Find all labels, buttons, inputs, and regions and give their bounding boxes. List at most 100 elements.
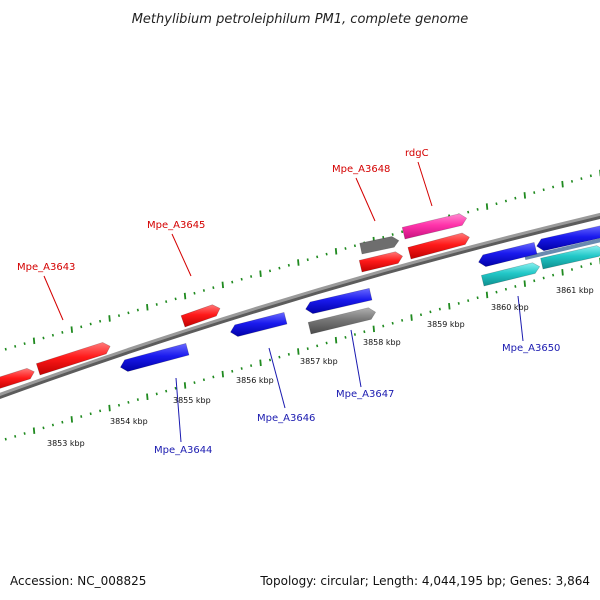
lower-tick [99, 409, 102, 413]
gene-mpe-a3648 [359, 236, 400, 255]
lower-tick [4, 437, 7, 441]
lower-tick [202, 378, 206, 382]
lower-tick [589, 262, 592, 266]
upper-tick [108, 315, 111, 322]
gene-label-mpe-a3647[interactable]: Mpe_A3647 [336, 389, 394, 400]
upper-tick [231, 280, 234, 284]
lower-tick [457, 302, 460, 305]
lower-tick [231, 369, 234, 373]
upper-tick [117, 314, 121, 318]
kbp-label-3858: 3858 kbp [363, 338, 401, 347]
gene-mpe-a3647b [307, 307, 376, 335]
upper-tick [250, 275, 253, 278]
backbone [0, 212, 600, 400]
upper-tick [99, 319, 102, 323]
lower-tick [278, 355, 281, 359]
leader-mpe-a3647 [350, 329, 362, 388]
upper-tick [476, 207, 479, 211]
leader-mpe-a3645 [171, 233, 192, 277]
gene-rdgc [401, 213, 468, 240]
lower-tick [146, 393, 149, 401]
leader-mpe-a3643 [43, 275, 64, 321]
upper-tick [202, 289, 206, 292]
gene-label-mpe-a3650[interactable]: Mpe_A3650 [502, 343, 560, 354]
kbp-label-3856: 3856 kbp [236, 376, 274, 385]
upper-tick [61, 331, 64, 334]
lower-tick [155, 392, 158, 396]
upper-tick [183, 292, 187, 300]
upper-tick [542, 188, 545, 192]
upper-tick [14, 345, 17, 348]
backbone-blue-segment [524, 238, 600, 260]
gene-label-mpe-a3644[interactable]: Mpe_A3644 [154, 445, 212, 456]
lower-tick [221, 370, 224, 378]
lower-tick [268, 358, 272, 362]
upper-tick [136, 308, 139, 312]
upper-tick [240, 277, 243, 281]
lower-tick [136, 398, 139, 401]
leader-mpe-a3650 [517, 295, 524, 342]
kbp-label-3859: 3859 kbp [427, 320, 465, 329]
gene-label-mpe-a3645[interactable]: Mpe_A3645 [147, 220, 205, 231]
gene-label-rdgc[interactable]: rdgC [405, 148, 429, 159]
upper-tick [533, 191, 536, 194]
upper-tick [523, 192, 526, 199]
leader-rdgc [417, 161, 433, 207]
backbone-line [0, 212, 600, 396]
upper-tick [42, 336, 45, 340]
kbp-label-3855: 3855 kbp [173, 396, 211, 405]
lower-tick [504, 287, 508, 291]
lower-tick [23, 432, 26, 435]
lower-tick [174, 386, 177, 390]
upper-tick [297, 259, 300, 266]
lower-tick [429, 310, 432, 314]
lower-tick [467, 299, 470, 302]
upper-tick [552, 185, 555, 189]
kbp-label-3853: 3853 kbp [47, 439, 85, 448]
upper-tick [580, 177, 583, 180]
upper-tick [80, 325, 83, 329]
lower-tick [108, 404, 111, 412]
gene-mpe-a3645 [180, 304, 221, 328]
leader-mpe-a3646 [268, 347, 286, 409]
lower-tick [485, 291, 489, 299]
kbp-label-3854: 3854 kbp [110, 417, 148, 426]
upper-tick [146, 303, 149, 311]
gene-mpe-a3643 [35, 342, 111, 376]
lower-tick [117, 403, 121, 407]
gene-label-mpe-a3648[interactable]: Mpe_A3648 [332, 164, 390, 175]
upper-tick [165, 300, 168, 304]
upper-tick [391, 233, 394, 236]
lower-tick [476, 296, 479, 300]
lower-tick [51, 423, 55, 427]
gene-mpe-a3647 [305, 287, 373, 314]
upper-tick [401, 230, 404, 234]
lower-tick [561, 269, 564, 276]
kbp-label-3857: 3857 kbp [300, 357, 338, 366]
upper-tick [485, 203, 489, 210]
leader-mpe-a3648 [355, 177, 376, 222]
upper-tick [32, 337, 36, 345]
upper-tick [221, 281, 224, 289]
lower-tick [344, 335, 347, 339]
upper-tick [174, 297, 177, 301]
gene-mpe-a3649 [358, 251, 404, 273]
gene-label-mpe-a3646[interactable]: Mpe_A3646 [257, 413, 315, 424]
upper-tick [212, 286, 215, 290]
upper-tick [334, 248, 338, 255]
upper-tick [504, 199, 508, 203]
backbone-shadow [0, 213, 600, 400]
gene-label-mpe-a3643[interactable]: Mpe_A3643 [17, 262, 75, 273]
leader-mpe-a3644 [175, 377, 182, 443]
lower-tick [32, 427, 36, 434]
lower-tick [240, 367, 243, 370]
lower-tick [391, 321, 394, 325]
lower-tick [212, 375, 215, 379]
lower-tick [80, 415, 83, 418]
lower-tick [193, 381, 196, 385]
upper-tick [306, 258, 309, 262]
map-title: Methylibium petroleiphilum PM1, complete… [132, 12, 469, 27]
upper-tick [561, 180, 564, 188]
lower-tick [42, 426, 45, 430]
lower-tick [306, 347, 309, 351]
